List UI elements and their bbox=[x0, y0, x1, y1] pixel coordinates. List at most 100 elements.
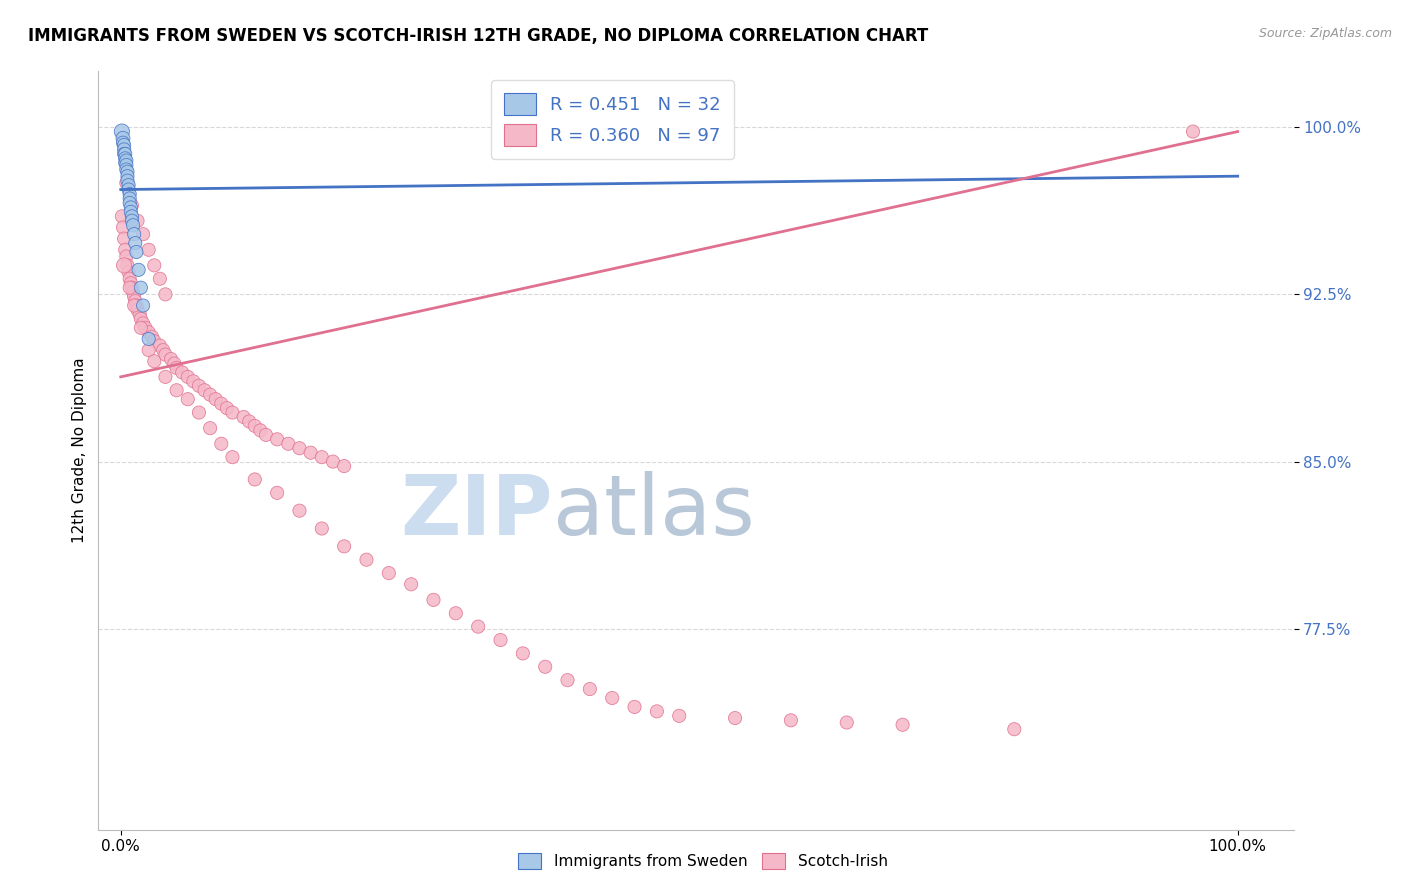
Point bbox=[125, 244, 148, 259]
Legend: R = 0.451   N = 32, R = 0.360   N = 97: R = 0.451 N = 32, R = 0.360 N = 97 bbox=[491, 80, 734, 159]
Point bbox=[112, 258, 135, 272]
Point bbox=[132, 298, 155, 312]
Point bbox=[121, 209, 143, 223]
Point bbox=[160, 351, 183, 366]
Point bbox=[356, 552, 378, 566]
Point bbox=[243, 418, 266, 433]
Point bbox=[128, 307, 150, 321]
Point bbox=[163, 356, 186, 370]
Point bbox=[193, 383, 215, 397]
Point bbox=[209, 396, 232, 410]
Point bbox=[221, 405, 243, 419]
Point bbox=[534, 660, 557, 674]
Point bbox=[121, 213, 143, 227]
Point bbox=[138, 332, 160, 346]
Point bbox=[112, 142, 135, 156]
Point bbox=[117, 265, 139, 279]
Point bbox=[600, 690, 623, 705]
Point bbox=[111, 209, 134, 223]
Point bbox=[114, 151, 136, 165]
Point bbox=[132, 316, 155, 330]
Point bbox=[149, 338, 172, 352]
Point bbox=[623, 699, 645, 714]
Point bbox=[333, 458, 356, 473]
Point bbox=[266, 485, 288, 500]
Point bbox=[204, 392, 226, 406]
Point bbox=[489, 632, 512, 647]
Point bbox=[112, 146, 135, 161]
Point bbox=[132, 227, 155, 241]
Point bbox=[579, 681, 602, 696]
Point bbox=[122, 227, 145, 241]
Point bbox=[129, 311, 152, 326]
Point bbox=[138, 325, 160, 339]
Point bbox=[111, 124, 134, 138]
Point bbox=[187, 405, 209, 419]
Point bbox=[198, 387, 221, 401]
Point bbox=[166, 383, 188, 397]
Point bbox=[198, 421, 221, 435]
Point bbox=[322, 454, 344, 468]
Point bbox=[115, 162, 138, 177]
Point bbox=[399, 577, 422, 591]
Point bbox=[118, 271, 141, 285]
Text: Source: ZipAtlas.com: Source: ZipAtlas.com bbox=[1258, 27, 1392, 40]
Point bbox=[288, 503, 311, 517]
Text: IMMIGRANTS FROM SWEDEN VS SCOTCH-IRISH 12TH GRADE, NO DIPLOMA CORRELATION CHART: IMMIGRANTS FROM SWEDEN VS SCOTCH-IRISH 1… bbox=[28, 27, 928, 45]
Point bbox=[118, 195, 141, 210]
Point bbox=[668, 708, 690, 723]
Point bbox=[378, 566, 401, 580]
Point bbox=[141, 329, 163, 343]
Point bbox=[209, 436, 232, 450]
Point bbox=[115, 249, 138, 263]
Point bbox=[114, 146, 136, 161]
Point bbox=[215, 401, 238, 415]
Point bbox=[118, 191, 141, 205]
Legend: Immigrants from Sweden, Scotch-Irish: Immigrants from Sweden, Scotch-Irish bbox=[512, 847, 894, 875]
Point bbox=[891, 717, 914, 731]
Point bbox=[127, 302, 149, 317]
Point bbox=[143, 258, 166, 272]
Point bbox=[143, 334, 166, 348]
Point bbox=[243, 472, 266, 486]
Point bbox=[645, 704, 668, 718]
Point bbox=[124, 293, 146, 308]
Point bbox=[115, 153, 138, 168]
Point bbox=[254, 427, 277, 442]
Point bbox=[117, 164, 139, 178]
Point bbox=[114, 155, 136, 169]
Point bbox=[120, 276, 142, 290]
Point bbox=[512, 646, 534, 660]
Point bbox=[311, 521, 333, 535]
Point bbox=[122, 285, 145, 299]
Point bbox=[277, 436, 299, 450]
Point bbox=[118, 186, 141, 201]
Point bbox=[117, 173, 139, 187]
Point bbox=[422, 592, 444, 607]
Point bbox=[121, 280, 143, 294]
Point bbox=[129, 280, 152, 294]
Point bbox=[780, 714, 803, 728]
Point bbox=[112, 137, 135, 152]
Point bbox=[120, 204, 142, 219]
Point bbox=[138, 343, 160, 357]
Point bbox=[155, 369, 177, 384]
Point bbox=[122, 289, 145, 303]
Point bbox=[249, 423, 271, 437]
Point bbox=[111, 131, 134, 145]
Point bbox=[172, 365, 194, 379]
Point bbox=[155, 287, 177, 301]
Point bbox=[1182, 124, 1205, 138]
Point bbox=[166, 360, 188, 375]
Point bbox=[112, 231, 135, 245]
Point bbox=[557, 673, 579, 687]
Point bbox=[221, 450, 243, 464]
Text: ZIP: ZIP bbox=[401, 471, 553, 551]
Point bbox=[149, 271, 172, 285]
Point bbox=[187, 378, 209, 392]
Point bbox=[138, 243, 160, 257]
Point bbox=[266, 432, 288, 446]
Point bbox=[152, 343, 174, 357]
Point bbox=[125, 298, 148, 312]
Text: atlas: atlas bbox=[553, 471, 754, 551]
